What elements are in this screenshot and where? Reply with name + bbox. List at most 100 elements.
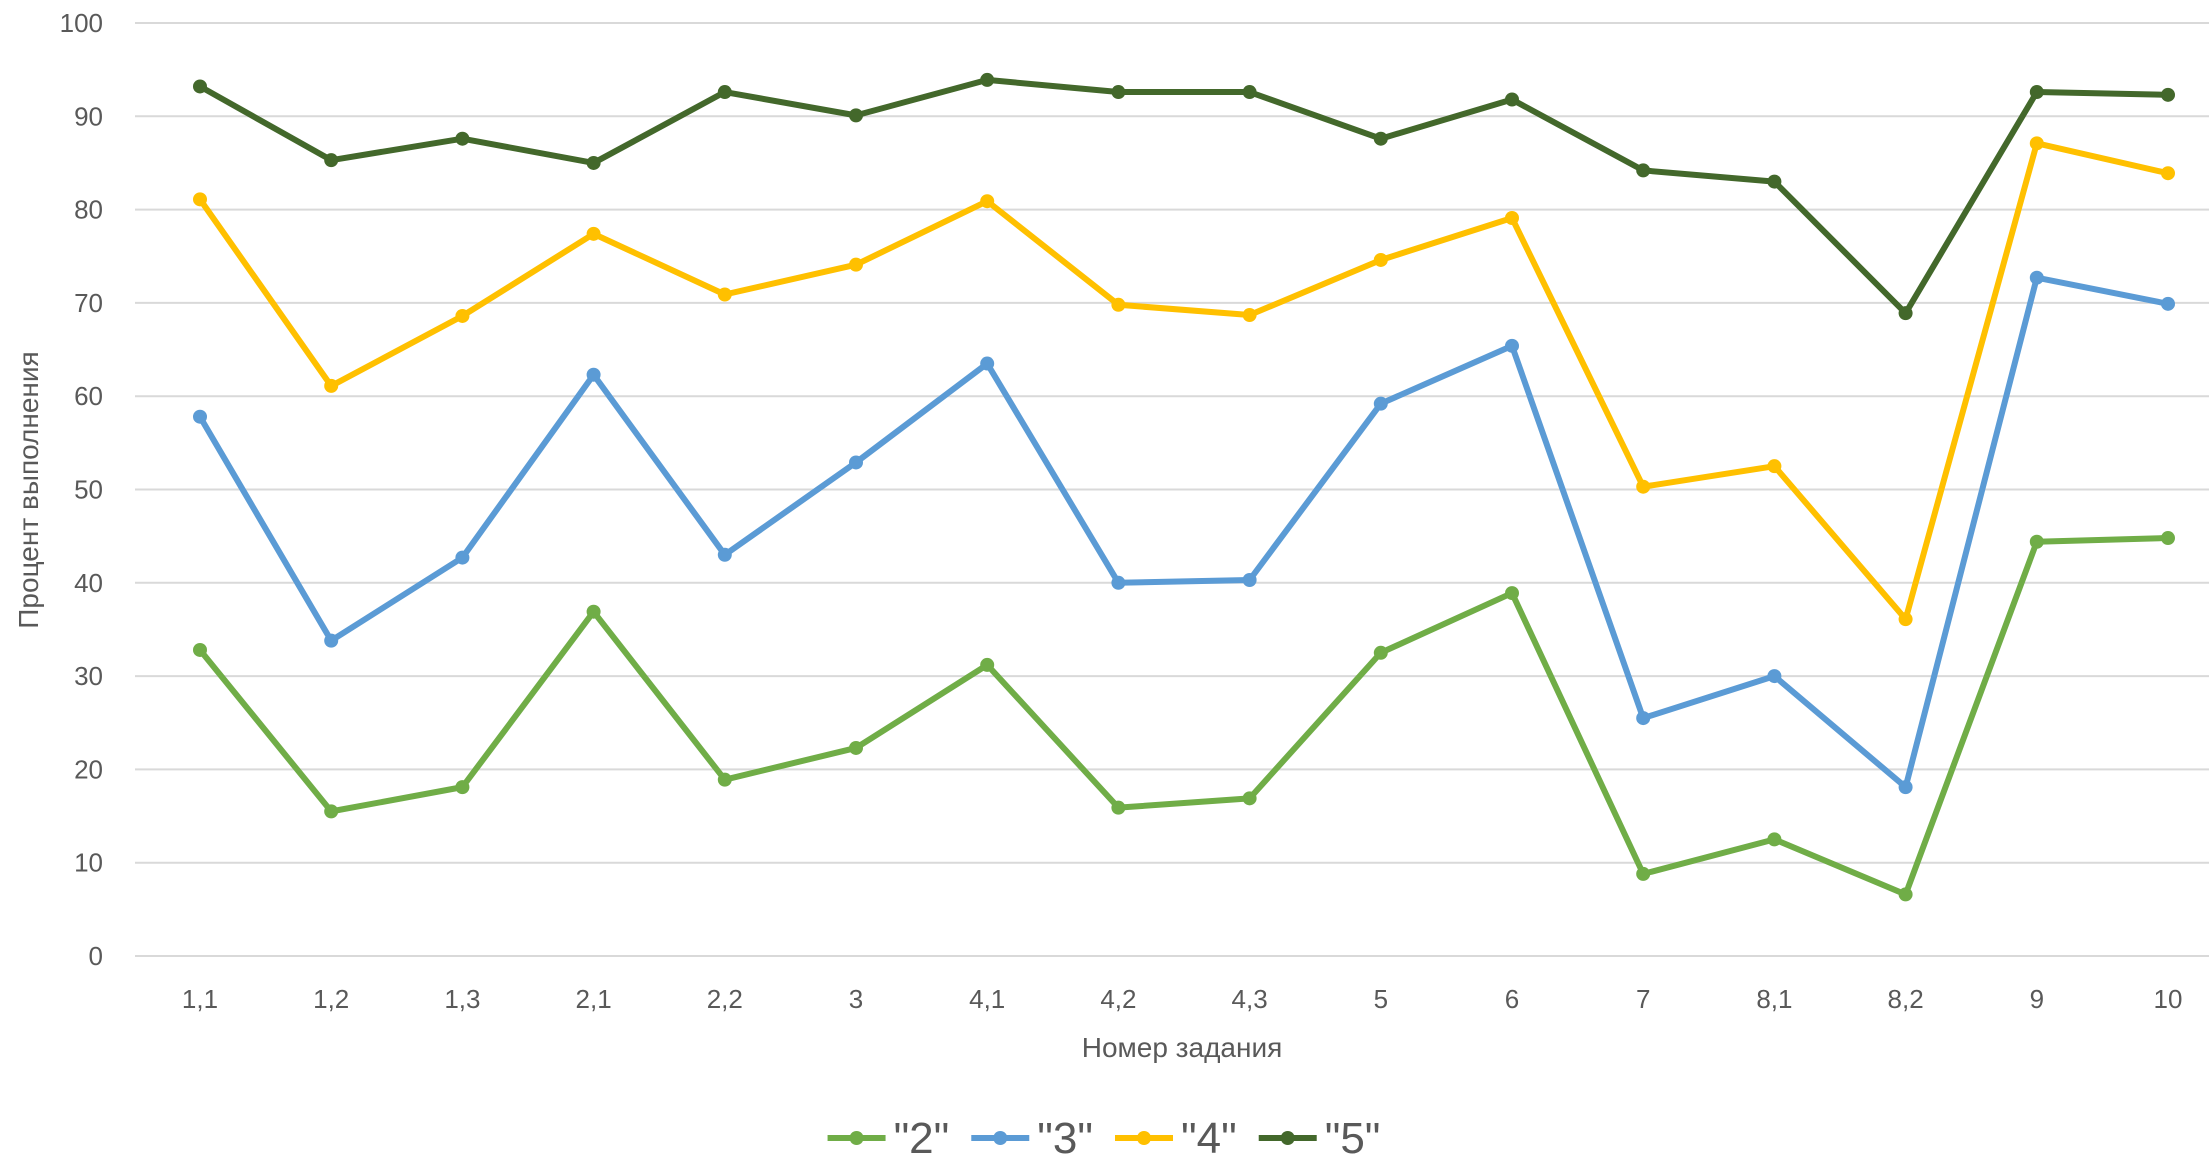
data-point: [193, 409, 207, 424]
legend-label: "5": [1325, 1114, 1381, 1160]
data-point: [586, 367, 601, 382]
data-point: [1767, 669, 1782, 684]
y-tick-label: 10: [74, 848, 103, 878]
data-point: [2029, 534, 2044, 549]
x-tick-label: 1,2: [313, 984, 349, 1014]
data-point: [1373, 131, 1388, 146]
data-point: [717, 85, 732, 100]
data-point: [849, 257, 863, 272]
data-point: [324, 153, 339, 168]
data-point: [717, 547, 732, 562]
legend-item: "3": [971, 1114, 1093, 1160]
data-point: [1898, 780, 1913, 795]
legend-item: "5": [1258, 1114, 1381, 1160]
data-point: [1636, 163, 1651, 178]
x-tick-label: 2,1: [576, 984, 612, 1014]
x-tick-label: 8,1: [1756, 984, 1792, 1014]
x-tick-label: 4,1: [969, 984, 1005, 1014]
x-tick-label: 10: [2154, 984, 2183, 1014]
legend-label: "3": [1037, 1114, 1093, 1160]
data-point: [1242, 85, 1257, 100]
legend-marker: [1137, 1131, 1151, 1145]
series-lines: [193, 72, 2175, 902]
data-point: [1111, 575, 1126, 590]
data-point: [1242, 791, 1257, 806]
y-tick-label: 50: [74, 475, 103, 505]
data-point: [586, 226, 601, 241]
y-tick-label: 60: [74, 381, 103, 411]
y-tick-label: 20: [74, 754, 103, 784]
x-tick-label: 8,2: [1888, 984, 1924, 1014]
legend-item: "4": [1115, 1114, 1237, 1160]
y-tick-label: 90: [74, 101, 103, 131]
data-point: [1636, 711, 1651, 726]
gridlines: [135, 22, 2209, 957]
y-tick-label: 40: [74, 568, 103, 598]
data-point: [717, 772, 732, 787]
data-point: [1242, 308, 1257, 323]
data-point: [455, 131, 470, 146]
data-point: [2161, 166, 2175, 181]
data-point: [2029, 270, 2044, 285]
x-axis-tick-labels: 1,1 1,2 1,3 2,1 2,2 3 4,1 4,2 4,3 5 6 7 8,1 8,2 9 10: [182, 984, 2183, 1014]
data-point: [1505, 92, 1519, 107]
legend-marker: [849, 1131, 864, 1145]
data-point: [455, 550, 470, 565]
data-point: [586, 604, 601, 619]
data-point: [849, 740, 863, 755]
data-point: [324, 378, 339, 393]
data-point: [324, 633, 339, 648]
data-point: [980, 356, 995, 371]
data-point: [1898, 887, 1913, 902]
data-point: [1767, 459, 1782, 474]
x-tick-label: 2,2: [707, 984, 743, 1014]
legend-marker: [993, 1131, 1008, 1145]
x-tick-label: 5: [1374, 984, 1388, 1014]
x-axis-title: Номер задания: [1082, 1032, 1283, 1063]
data-point: [2029, 136, 2044, 151]
series-1: [193, 270, 2175, 795]
legend-item: "2": [827, 1114, 950, 1160]
data-point: [193, 642, 207, 657]
data-point: [980, 72, 995, 87]
series-line: [197, 140, 2171, 623]
series-line: [197, 535, 2171, 898]
data-point: [455, 308, 470, 323]
data-point: [717, 287, 732, 302]
data-point: [1505, 586, 1519, 601]
x-tick-label: 1,3: [444, 984, 480, 1014]
data-point: [2161, 296, 2175, 311]
data-point: [980, 194, 995, 209]
data-point: [1636, 479, 1651, 494]
legend: "2" "3" "4" "5": [827, 1114, 1381, 1160]
data-point: [324, 804, 339, 819]
data-point: [1111, 800, 1126, 815]
legend-label: "2": [894, 1114, 950, 1160]
data-point: [1898, 306, 1913, 321]
data-point: [1373, 396, 1388, 411]
series-3: [193, 72, 2175, 321]
data-point: [2161, 531, 2175, 546]
legend-marker: [1280, 1131, 1295, 1145]
y-axis-title: Процент выполнения: [13, 351, 44, 628]
y-tick-label: 100: [60, 8, 103, 38]
data-point: [1767, 174, 1782, 189]
x-tick-label: 4,2: [1100, 984, 1136, 1014]
data-point: [193, 192, 207, 207]
y-axis-tick-labels: 0 10 20 30 40 50 60 70 80 90 100: [60, 8, 103, 971]
y-tick-label: 30: [74, 661, 103, 691]
x-tick-label: 7: [1636, 984, 1650, 1014]
data-point: [1767, 832, 1782, 847]
data-point: [586, 155, 601, 170]
data-point: [1898, 612, 1913, 627]
series-0: [193, 531, 2175, 902]
x-tick-label: 4,3: [1232, 984, 1268, 1014]
y-tick-label: 80: [74, 195, 103, 225]
data-point: [193, 79, 207, 94]
data-point: [2161, 87, 2175, 102]
x-tick-label: 3: [849, 984, 863, 1014]
y-tick-label: 0: [89, 941, 103, 971]
x-tick-label: 9: [2030, 984, 2044, 1014]
data-point: [849, 108, 863, 123]
